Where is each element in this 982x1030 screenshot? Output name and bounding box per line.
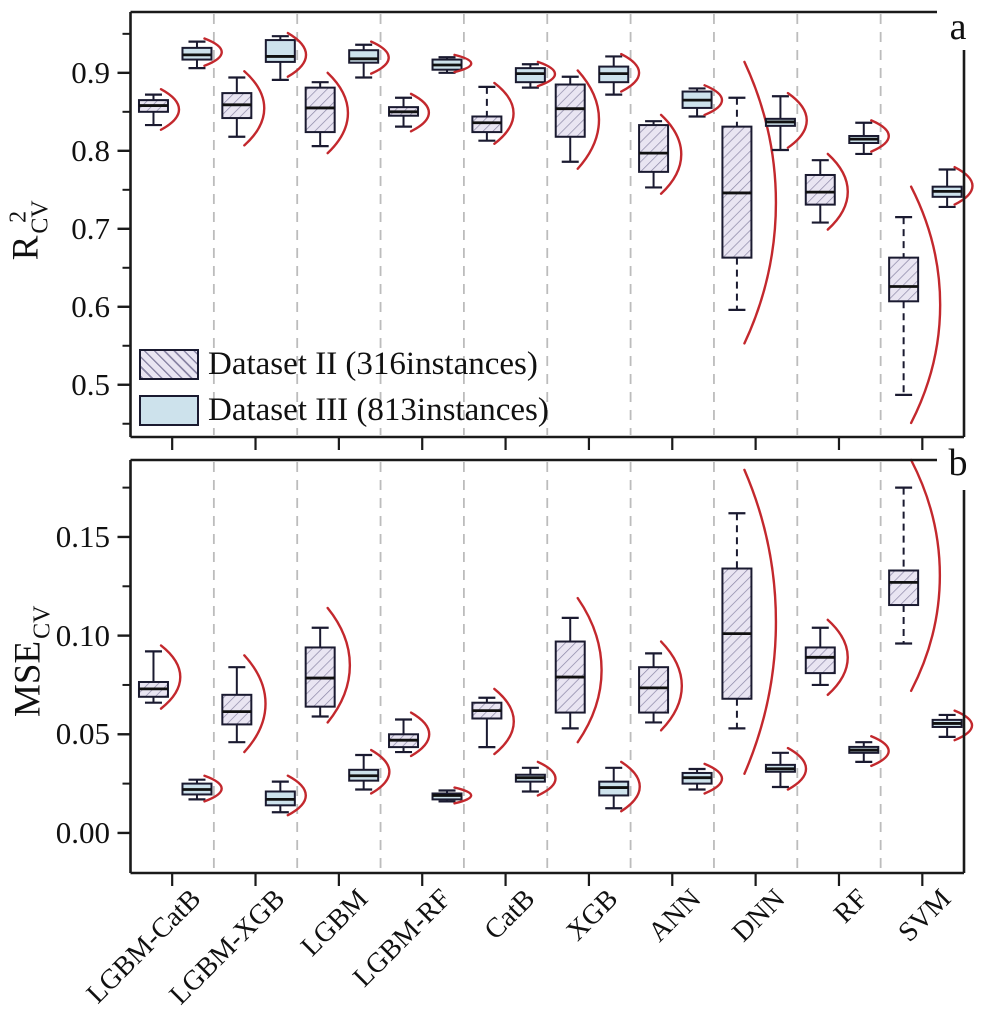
distribution-curve bbox=[703, 84, 724, 117]
distribution-curve bbox=[870, 735, 890, 768]
distribution-curve bbox=[453, 53, 473, 74]
distribution-curve bbox=[743, 60, 778, 345]
box-dataset-ii bbox=[888, 569, 920, 607]
legend-swatch-dataset-ii bbox=[139, 348, 199, 380]
legend-item-dataset-iii: Dataset III (813instances) bbox=[139, 387, 549, 433]
legend-label-dataset-ii: Dataset II (316instances) bbox=[208, 345, 538, 382]
distribution-curve bbox=[826, 618, 849, 697]
distribution-curve bbox=[786, 746, 807, 791]
y-tick-label: 0.6 bbox=[71, 288, 110, 324]
y-tick-label: 0.10 bbox=[55, 617, 110, 653]
y-tick-label: 0.00 bbox=[55, 814, 110, 850]
distribution-curve bbox=[493, 687, 515, 756]
box-dataset-ii bbox=[888, 256, 920, 303]
legend-swatch-dataset-iii bbox=[139, 394, 199, 426]
y-tick-label: 0.5 bbox=[71, 366, 110, 402]
y-tick-label: 0.15 bbox=[55, 518, 110, 554]
distribution-curve bbox=[159, 88, 180, 131]
distribution-curve bbox=[620, 52, 641, 93]
distribution-curve bbox=[286, 774, 307, 817]
distribution-curve bbox=[286, 31, 308, 78]
distribution-curve bbox=[369, 40, 390, 75]
panel-label-b: b bbox=[937, 440, 979, 486]
distribution-curve bbox=[659, 113, 683, 195]
box-dataset-ii bbox=[804, 646, 836, 675]
distribution-curve bbox=[826, 152, 849, 231]
distribution-curve bbox=[409, 711, 431, 758]
distribution-curve bbox=[870, 119, 890, 153]
box-dataset-ii bbox=[471, 115, 503, 134]
distribution-curve bbox=[243, 654, 267, 754]
distribution-curve bbox=[369, 748, 391, 795]
distribution-curve bbox=[326, 606, 352, 724]
panel-label-a: a bbox=[937, 4, 979, 50]
box-dataset-ii bbox=[221, 693, 253, 726]
distribution-curve bbox=[659, 640, 683, 732]
distribution-curve bbox=[743, 468, 778, 775]
box-dataset-iii bbox=[514, 67, 546, 84]
distribution-curve bbox=[326, 71, 349, 155]
distribution-curve bbox=[409, 92, 430, 133]
distribution-curve bbox=[159, 644, 182, 710]
y-tick-label: 0.05 bbox=[55, 716, 110, 752]
distribution-curve bbox=[786, 91, 808, 149]
legend-label-dataset-iii: Dataset III (813instances) bbox=[208, 391, 549, 428]
distribution-curve bbox=[493, 81, 515, 145]
distribution-curve bbox=[620, 760, 641, 813]
distribution-curve bbox=[536, 60, 557, 88]
distribution-curve bbox=[453, 786, 473, 805]
distribution-curve bbox=[703, 762, 724, 795]
box-dataset-ii bbox=[304, 86, 336, 134]
distribution-curve bbox=[536, 760, 557, 797]
distribution-curve bbox=[203, 774, 223, 803]
box-dataset-ii bbox=[638, 666, 670, 714]
box-dataset-ii bbox=[554, 83, 586, 138]
distribution-curve bbox=[576, 596, 603, 744]
distribution-curve bbox=[909, 458, 942, 693]
legend: Dataset II (316instances) Dataset III (8… bbox=[139, 341, 549, 433]
distribution-curve bbox=[576, 69, 601, 170]
y-tick-label: 0.7 bbox=[71, 210, 110, 246]
y-tick-label: 0.8 bbox=[71, 132, 110, 168]
distribution-curve bbox=[953, 709, 974, 742]
legend-item-dataset-ii: Dataset II (316instances) bbox=[139, 341, 549, 387]
box-dataset-iii bbox=[348, 49, 380, 64]
box-dataset-ii bbox=[638, 124, 670, 173]
distribution-curve bbox=[909, 185, 942, 425]
y-tick-label: 0.9 bbox=[71, 54, 110, 90]
box-dataset-iii bbox=[264, 39, 296, 63]
distribution-curve bbox=[203, 37, 223, 68]
r2cv-sup: 2 bbox=[5, 210, 32, 223]
distribution-curve bbox=[243, 70, 266, 147]
box-dataset-ii bbox=[804, 173, 836, 206]
distribution-curve bbox=[953, 165, 974, 206]
